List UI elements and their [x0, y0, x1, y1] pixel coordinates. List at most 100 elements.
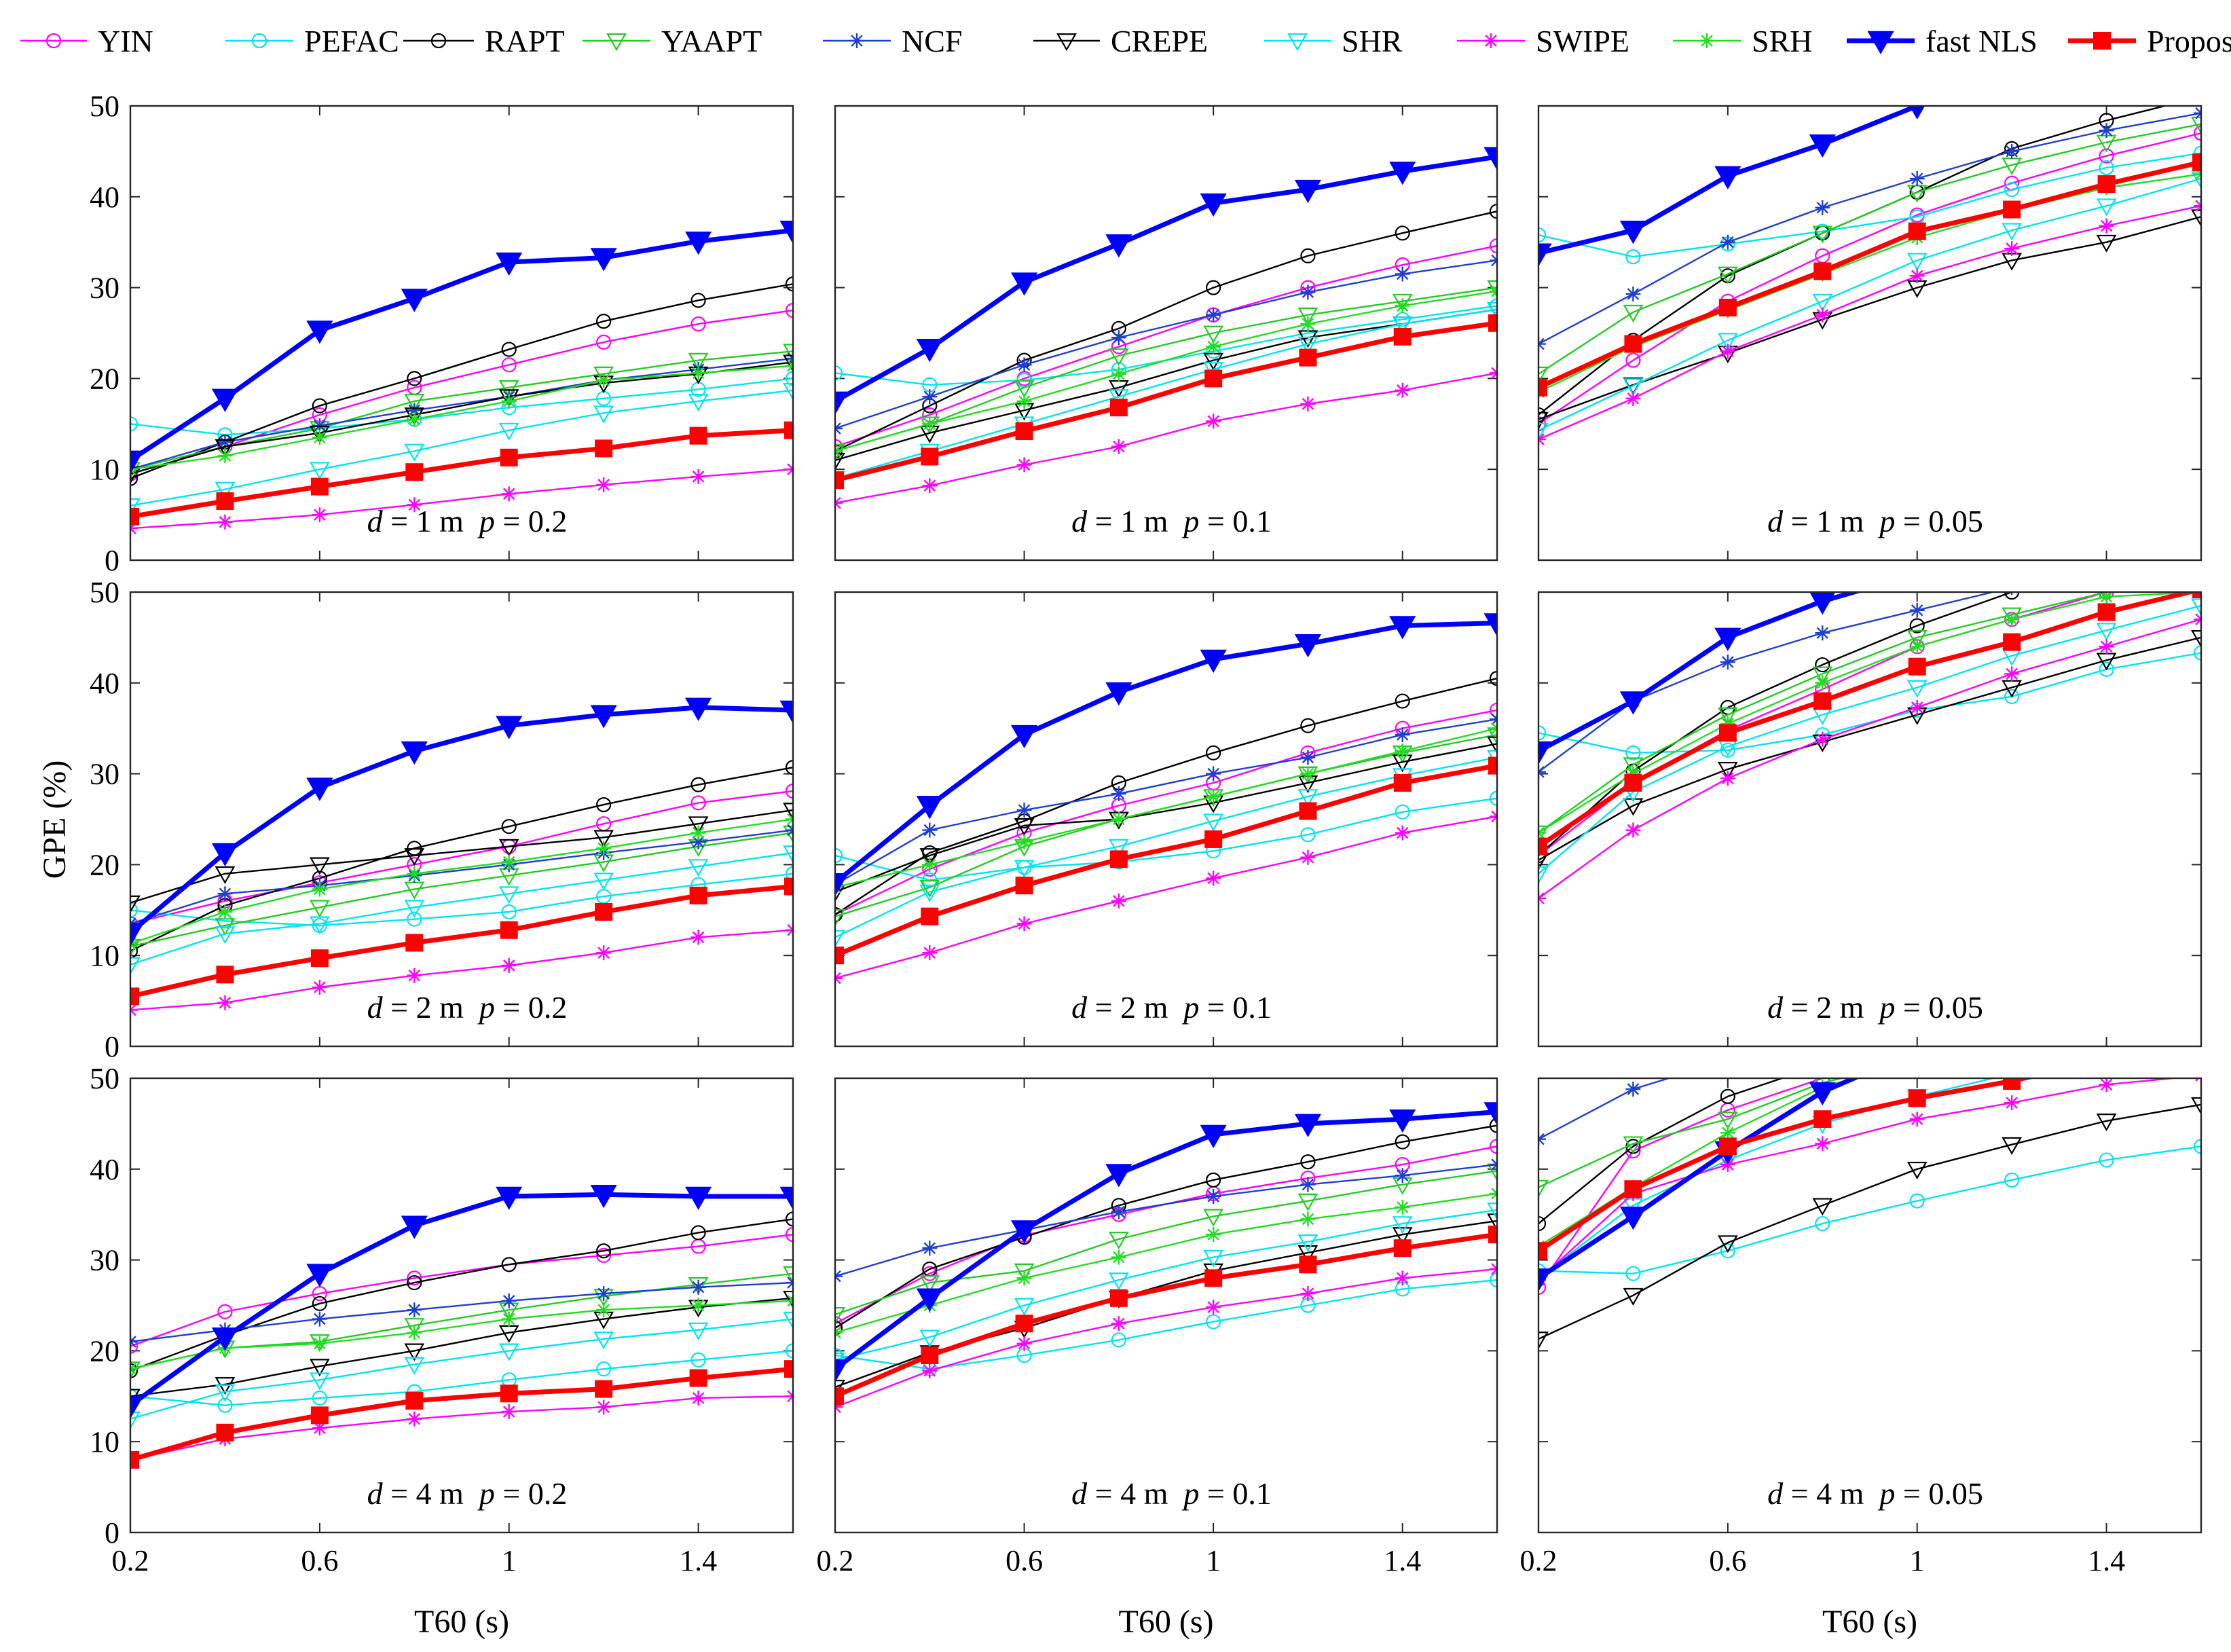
crepe-point — [2002, 1137, 2023, 1155]
srh-point — [1300, 766, 1316, 782]
panel-label-part: = 0.2 — [495, 990, 567, 1025]
srh-point — [501, 854, 517, 870]
fast-nls-line — [1538, 1078, 1860, 1281]
panel-label-part: = 0.2 — [495, 1476, 567, 1511]
panel-label-part: = 2 m — [1783, 990, 1879, 1025]
x-tick-label: 1.4 — [2088, 1544, 2125, 1577]
crepe-point — [2096, 234, 2117, 253]
fast-nls-point — [1200, 193, 1227, 217]
proposed-point — [1204, 369, 1223, 388]
ncf-point — [922, 389, 938, 405]
plot-frame — [129, 105, 794, 562]
panel-label: d = 1 m p = 0.2 — [367, 504, 568, 538]
series-group — [835, 147, 1497, 511]
series-srh — [130, 811, 793, 951]
fast-nls-point — [1619, 1207, 1647, 1230]
rapt-point — [596, 1243, 612, 1259]
crepe-point — [1538, 411, 1549, 430]
swipe-point — [1300, 396, 1316, 411]
series-proposed — [835, 1226, 1497, 1406]
pefac-point — [1538, 725, 1547, 741]
ncf-point — [1815, 625, 1830, 641]
crepe-point — [130, 466, 141, 485]
fast-nls-point — [779, 221, 793, 244]
plot-frame — [834, 591, 1498, 1048]
rapt-point — [1395, 1134, 1410, 1150]
pefac-point — [1625, 249, 1641, 265]
panel-label: d = 1 m p = 0.05 — [1767, 504, 1983, 538]
yaapt-line — [1538, 592, 2111, 834]
x-tick-label: 1.4 — [680, 1544, 717, 1577]
swipe-line — [130, 469, 793, 530]
series-proposed — [835, 756, 1497, 965]
srh-point — [1300, 1211, 1316, 1227]
proposed-point — [1624, 335, 1642, 353]
series-fast-nls — [835, 613, 1497, 897]
srh-line — [130, 1300, 793, 1370]
yaapt-point — [835, 908, 845, 927]
crepe-point — [215, 439, 236, 457]
proposed-point — [689, 1369, 707, 1387]
fast-nls-point — [496, 1186, 523, 1210]
series-group — [130, 1185, 793, 1469]
y-tick-label: 10 — [90, 939, 119, 972]
proposed-point — [1718, 1137, 1737, 1156]
swipe-point — [1016, 916, 1032, 932]
shr-point — [919, 884, 940, 902]
ncf-point — [407, 403, 422, 418]
pefac-point — [1625, 1266, 1641, 1281]
proposed-point — [1488, 1226, 1497, 1244]
proposed-point — [405, 934, 424, 952]
pefac-point — [1111, 1332, 1126, 1348]
panel-d2-p0-1: d = 2 m p = 0.1 — [834, 591, 1498, 1048]
series-pefac — [1538, 145, 2201, 265]
pefac-point — [2099, 661, 2114, 677]
srh-point — [596, 841, 612, 856]
proposed-point — [405, 463, 424, 481]
proposed-point — [1015, 1315, 1033, 1333]
panel-d2-p0-2: 0 10 20 30 40 50 d = 2 m p = 0.2 — [90, 576, 794, 1063]
rapt-point — [1489, 1118, 1497, 1133]
crepe-point — [215, 866, 236, 884]
crepe-point — [404, 1343, 425, 1361]
pefac-point — [217, 1397, 233, 1413]
yin-point — [130, 1338, 139, 1354]
srh-point — [1016, 834, 1032, 849]
shr-point — [309, 916, 330, 934]
proposed-point — [1204, 830, 1223, 848]
swipe-point — [922, 478, 938, 494]
crepe-point — [1906, 1161, 1928, 1180]
srh-line — [835, 1192, 1497, 1334]
legend-marker — [1483, 33, 1498, 48]
y-tick-label: 20 — [90, 362, 119, 395]
fast-nls-point — [130, 923, 144, 947]
proposed-point — [595, 902, 613, 921]
ncf-point — [1815, 200, 1830, 215]
srh-point — [1111, 1249, 1126, 1265]
pefac-point — [2193, 645, 2201, 661]
swipe-line — [130, 929, 793, 1011]
ncf-point — [1395, 727, 1410, 743]
yaapt-point — [688, 1277, 709, 1295]
panel-label-part: p — [1877, 504, 1895, 538]
shr-point — [498, 1343, 519, 1361]
srh-point — [1206, 1227, 1221, 1243]
y-tick-label: 40 — [90, 181, 119, 214]
series-ncf — [835, 253, 1497, 436]
x-tick-label: 0.2 — [112, 1544, 149, 1577]
fast-nls-point — [306, 1264, 333, 1287]
swipe-point — [2099, 218, 2114, 234]
shr-point — [2096, 623, 2117, 641]
x-tick-label: 0.2 — [1520, 1544, 1557, 1577]
fast-nls-line — [130, 1192, 793, 1408]
ncf-point — [922, 822, 938, 838]
swipe-point — [217, 995, 233, 1010]
shr-point — [835, 930, 845, 948]
rapt-point — [1489, 671, 1497, 686]
panel-label-part: = 0.05 — [1895, 990, 1983, 1025]
rapt-point — [1395, 225, 1410, 241]
crepe-point — [783, 1290, 793, 1309]
proposed-point — [835, 1387, 844, 1406]
legend-label: Proposed — [2147, 24, 2231, 58]
proposed-line — [130, 428, 793, 519]
